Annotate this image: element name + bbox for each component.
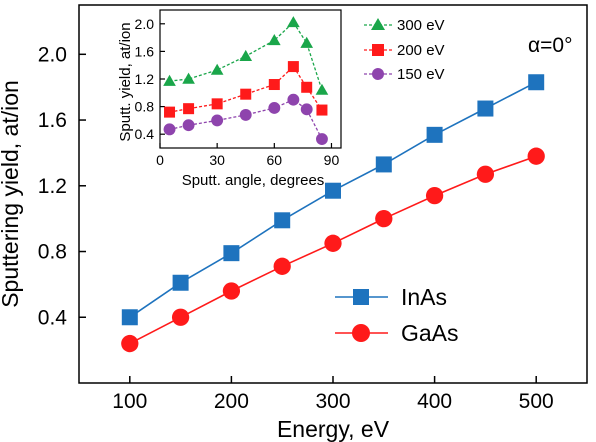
- inset-data-point-150-ev: [239, 108, 252, 121]
- inset-y-axis-label: Sputt. yield, at/ion: [117, 22, 134, 141]
- inset-x-tick-label: 30: [209, 152, 225, 168]
- inset-data-point-300-ev: [210, 63, 224, 75]
- main-data-point-gaas: [121, 334, 139, 353]
- main-data-point-gaas: [273, 257, 291, 275]
- inset-chart: 0 30 60 90 0.4 0.8 1.2 1.6 2.0 Sputt. angle, de…: [117, 9, 445, 189]
- main-x-ticks: 100 200 300 400 500: [112, 376, 554, 413]
- inset-data-point-300-ev: [300, 36, 314, 48]
- inset-data-point-300-ev: [315, 83, 329, 95]
- main-y-tick-label: 0.4: [38, 306, 68, 329]
- inset-legend-label-300ev: 300 eV: [397, 17, 445, 34]
- inset-y-ticks: 0.4 0.8 1.2 1.6 2.0: [135, 16, 165, 142]
- main-y-tick-label: 2.0: [38, 43, 67, 66]
- main-data-point-inas: [121, 309, 138, 326]
- main-x-tick-label: 500: [519, 390, 554, 413]
- inset-data-point-150-ev: [268, 102, 281, 114]
- main-x-tick-label: 400: [417, 390, 452, 413]
- inset-data-point-300-ev: [239, 49, 253, 61]
- main-data-point-inas: [274, 212, 291, 229]
- main-data-point-inas: [426, 126, 443, 143]
- inset-legend-marker-300ev: [371, 18, 385, 30]
- main-y-tick-label: 1.2: [38, 175, 67, 198]
- main-data-point-gaas: [476, 165, 495, 183]
- main-series: [121, 74, 545, 353]
- main-data-point-inas: [172, 274, 189, 291]
- inset-legend-label-150ev: 150 eV: [397, 66, 445, 83]
- main-x-axis-label: Energy, eV: [277, 416, 390, 442]
- angle-annotation: α=0°: [528, 34, 572, 57]
- main-data-point-gaas: [324, 234, 342, 252]
- inset-data-point-300-ev: [163, 74, 176, 86]
- inset-series-line-300-ev: [169, 21, 323, 91]
- inset-data-point-150-ev: [287, 93, 300, 106]
- legend-label-gaas: GaAs: [401, 320, 459, 346]
- main-data-point-gaas: [425, 187, 444, 205]
- inset-y-tick-label: 0.8: [135, 99, 155, 115]
- inset-legend-label-200ev: 200 eV: [397, 42, 445, 59]
- main-y-axis-label: Sputtering yield, at/ion: [0, 80, 23, 308]
- inset-legend-marker-200ev: [372, 44, 384, 56]
- main-x-tick-label: 300: [315, 390, 350, 413]
- main-data-point-gaas: [527, 147, 545, 165]
- inset-y-tick-label: 1.6: [135, 43, 155, 59]
- legend-marker-gaas: [352, 324, 370, 342]
- inset-data-point-200-ev: [183, 103, 195, 115]
- main-data-point-gaas: [171, 308, 190, 326]
- inset-x-tick-label: 60: [267, 152, 283, 168]
- inset-data-point-200-ev: [268, 79, 280, 91]
- inset-legend-marker-150ev: [372, 68, 384, 80]
- inset-y-tick-label: 1.2: [135, 71, 155, 87]
- inset-series: [163, 16, 329, 145]
- inset-data-point-150-ev: [163, 123, 176, 136]
- main-data-point-inas: [375, 156, 392, 173]
- inset-data-point-300-ev: [182, 72, 195, 84]
- main-data-point-inas: [477, 100, 494, 117]
- main-x-tick-label: 100: [112, 390, 147, 413]
- legend-label-inas: InAs: [401, 284, 447, 310]
- inset-x-ticks: 0 30 60 90: [156, 143, 339, 168]
- inset-data-point-150-ev: [182, 119, 195, 132]
- inset-x-axis-label: Sputt. angle, degrees: [182, 172, 325, 189]
- inset-x-tick-label: 0: [156, 152, 164, 168]
- inset-data-point-150-ev: [211, 114, 224, 127]
- inset-data-point-300-ev: [267, 34, 281, 46]
- main-data-point-inas: [223, 245, 240, 262]
- main-data-point-gaas: [375, 210, 393, 228]
- inset-data-point-150-ev: [316, 133, 328, 145]
- main-data-point-gaas: [222, 282, 241, 300]
- main-legend: InAs GaAs: [335, 284, 459, 346]
- inset-y-tick-label: 2.0: [135, 16, 155, 32]
- main-data-point-inas: [528, 74, 545, 91]
- inset-data-point-200-ev: [287, 61, 299, 73]
- inset-legend: 300 eV 200 eV 150 eV: [364, 17, 445, 83]
- main-data-point-inas: [325, 182, 341, 199]
- inset-y-tick-label: 0.4: [135, 126, 155, 142]
- inset-data-point-200-ev: [211, 98, 223, 110]
- inset-data-point-300-ev: [287, 16, 300, 28]
- main-y-tick-label: 1.6: [38, 109, 67, 132]
- legend-marker-inas: [353, 289, 369, 305]
- inset-data-point-200-ev: [316, 104, 328, 116]
- main-x-tick-label: 200: [214, 390, 249, 413]
- main-y-ticks: 0.4 0.8 1.2 1.6 2.0: [38, 43, 86, 329]
- inset-data-point-150-ev: [300, 103, 313, 116]
- main-y-tick-label: 0.8: [38, 241, 67, 264]
- inset-data-point-200-ev: [240, 88, 252, 100]
- inset-x-tick-label: 90: [324, 152, 340, 168]
- inset-data-point-200-ev: [164, 106, 176, 118]
- inset-data-point-200-ev: [301, 81, 313, 93]
